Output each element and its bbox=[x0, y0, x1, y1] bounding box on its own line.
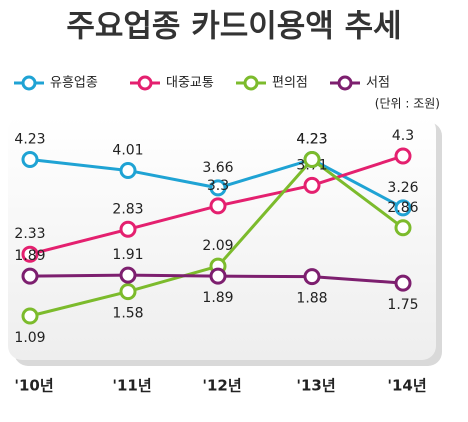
data-point bbox=[209, 197, 227, 215]
data-label: 2.33 bbox=[14, 226, 45, 242]
data-label: 2.09 bbox=[202, 238, 233, 254]
x-tick-label: '14년 bbox=[387, 377, 426, 395]
data-label: 1.89 bbox=[202, 290, 233, 306]
legend-label: 서점 bbox=[366, 76, 390, 91]
data-label: 1.58 bbox=[112, 306, 143, 322]
data-label: 1.91 bbox=[112, 247, 143, 263]
data-point bbox=[119, 266, 137, 284]
data-label: 3.3 bbox=[207, 178, 229, 194]
data-point bbox=[119, 220, 137, 238]
data-point bbox=[119, 161, 137, 179]
legend-marker bbox=[337, 75, 353, 91]
legend-label: 대중교통 bbox=[166, 76, 214, 91]
data-point bbox=[21, 267, 39, 285]
data-label: 1.09 bbox=[14, 330, 45, 346]
data-label: 1.88 bbox=[296, 291, 327, 307]
data-label: 2.83 bbox=[112, 201, 143, 217]
data-point bbox=[209, 179, 227, 197]
data-label: 2.86 bbox=[387, 200, 418, 216]
legend-marker bbox=[137, 75, 153, 91]
data-label: 4.23 bbox=[14, 131, 45, 147]
data-label: 3.66 bbox=[202, 160, 233, 176]
plot-area bbox=[8, 116, 436, 360]
x-tick-label: '12년 bbox=[202, 377, 241, 395]
data-point bbox=[21, 307, 39, 325]
data-point bbox=[394, 199, 412, 217]
data-point bbox=[209, 267, 227, 285]
chart-title: 주요업종 카드이용액 추세 bbox=[66, 9, 401, 45]
x-tick-label: '10년 bbox=[14, 377, 53, 395]
data-point bbox=[303, 176, 321, 194]
data-point bbox=[21, 245, 39, 263]
data-label: 4.23 bbox=[296, 131, 327, 147]
x-tick-label: '13년 bbox=[296, 377, 335, 395]
data-label: 1.89 bbox=[14, 248, 45, 264]
data-point bbox=[119, 283, 137, 301]
data-point bbox=[394, 219, 412, 237]
data-point bbox=[394, 147, 412, 165]
unit-label: (단위 : 조원) bbox=[375, 97, 440, 111]
legend-marker bbox=[21, 75, 37, 91]
data-label: 4.01 bbox=[112, 142, 143, 158]
data-point bbox=[394, 274, 412, 292]
legend-label: 편의점 bbox=[272, 76, 308, 91]
legend-label: 유흥업종 bbox=[50, 76, 98, 91]
x-tick-label: '11년 bbox=[112, 377, 151, 395]
data-label: 1.75 bbox=[387, 297, 418, 313]
data-label: 4.23 bbox=[296, 131, 327, 147]
data-label: 3.26 bbox=[387, 180, 418, 196]
data-point bbox=[21, 150, 39, 168]
legend-marker bbox=[243, 75, 259, 91]
data-point bbox=[303, 268, 321, 286]
data-point bbox=[303, 150, 321, 168]
data-label: 4.3 bbox=[392, 128, 414, 144]
